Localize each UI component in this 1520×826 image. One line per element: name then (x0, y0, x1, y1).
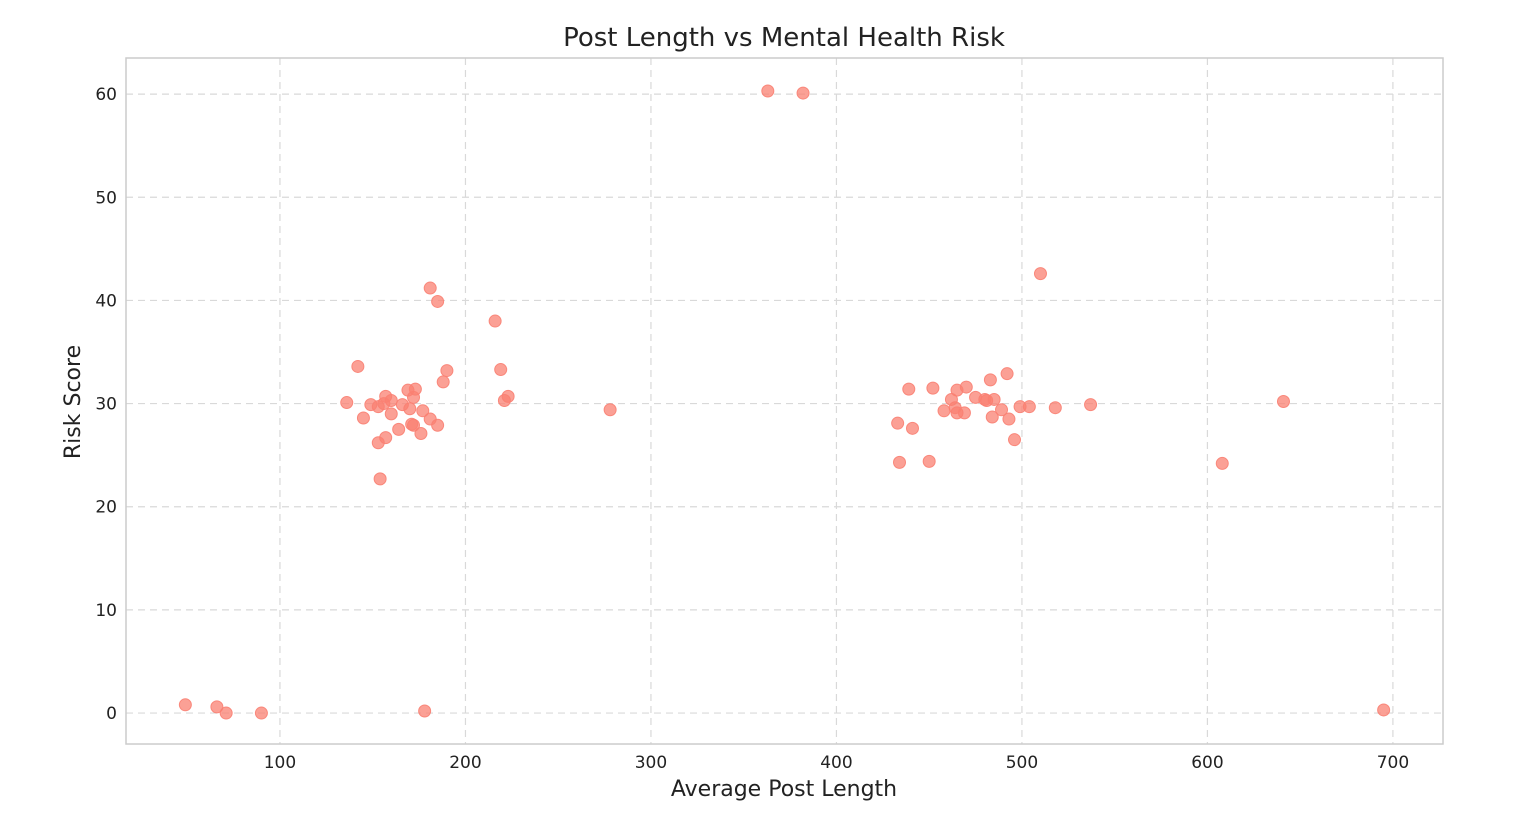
y-tick-label: 10 (95, 601, 117, 621)
data-point (891, 416, 905, 430)
data-point (407, 418, 421, 432)
data-point (959, 380, 973, 394)
data-point (340, 396, 354, 410)
data-point (761, 84, 775, 98)
y-axis-label: Risk Score (61, 345, 86, 459)
data-point (937, 404, 951, 418)
data-point (440, 364, 454, 378)
x-tick-label: 600 (1191, 753, 1223, 773)
data-point (995, 403, 1009, 417)
data-point (985, 410, 999, 424)
data-point (494, 363, 508, 377)
data-point (488, 314, 502, 328)
data-point (423, 281, 437, 295)
y-tick-label: 40 (95, 291, 117, 311)
data-point (905, 421, 919, 435)
y-tick-label: 20 (95, 498, 117, 518)
data-point (1022, 400, 1036, 414)
data-point (926, 381, 940, 395)
data-point (403, 402, 417, 416)
data-point (210, 700, 224, 714)
data-point (796, 86, 810, 100)
x-tick-label: 100 (264, 753, 296, 773)
data-point (416, 404, 430, 418)
x-tick-label: 700 (1377, 753, 1409, 773)
data-point (219, 706, 233, 720)
data-point (1033, 267, 1047, 281)
x-tick-label: 300 (635, 753, 667, 773)
data-point (408, 382, 422, 396)
data-points (178, 84, 1391, 720)
data-point (379, 431, 393, 445)
data-point (902, 382, 916, 396)
data-point (431, 294, 445, 308)
data-point (957, 406, 971, 420)
data-point (1002, 412, 1016, 426)
data-point (987, 392, 1001, 406)
data-point (501, 389, 515, 403)
data-point (1048, 401, 1062, 415)
data-point (384, 407, 398, 421)
y-tick-label: 0 (106, 704, 117, 724)
data-point (1377, 703, 1391, 717)
data-point (436, 375, 450, 389)
y-tick-label: 60 (95, 85, 117, 105)
data-point (418, 704, 432, 718)
data-point (373, 472, 387, 486)
data-point (431, 418, 445, 432)
data-point (254, 706, 268, 720)
data-point (603, 403, 617, 417)
data-point (384, 393, 398, 407)
data-point (1084, 398, 1098, 412)
x-tick-label: 200 (449, 753, 481, 773)
data-point (414, 426, 428, 440)
y-tick-label: 50 (95, 188, 117, 208)
data-point (1276, 395, 1290, 409)
data-point (983, 373, 997, 387)
data-point (392, 422, 406, 436)
data-point (922, 454, 936, 468)
data-point (893, 455, 907, 469)
data-point (178, 698, 192, 712)
y-tick-label: 30 (95, 395, 117, 415)
data-point (1215, 456, 1229, 470)
tick-labels: 100 200 300 400 500 600 700 0 10 20 30 40 50 60 (95, 85, 1409, 773)
data-point (356, 411, 370, 425)
x-tick-label: 500 (1006, 753, 1038, 773)
x-tick-label: 400 (820, 753, 852, 773)
data-point (351, 359, 365, 373)
data-point (1008, 433, 1022, 447)
chart-title: Post Length vs Mental Health Risk (563, 23, 1005, 53)
data-point (1000, 367, 1014, 381)
plot-frame (125, 57, 1444, 745)
x-axis-label: Average Post Length (671, 777, 897, 802)
grid-lines (126, 58, 1443, 744)
